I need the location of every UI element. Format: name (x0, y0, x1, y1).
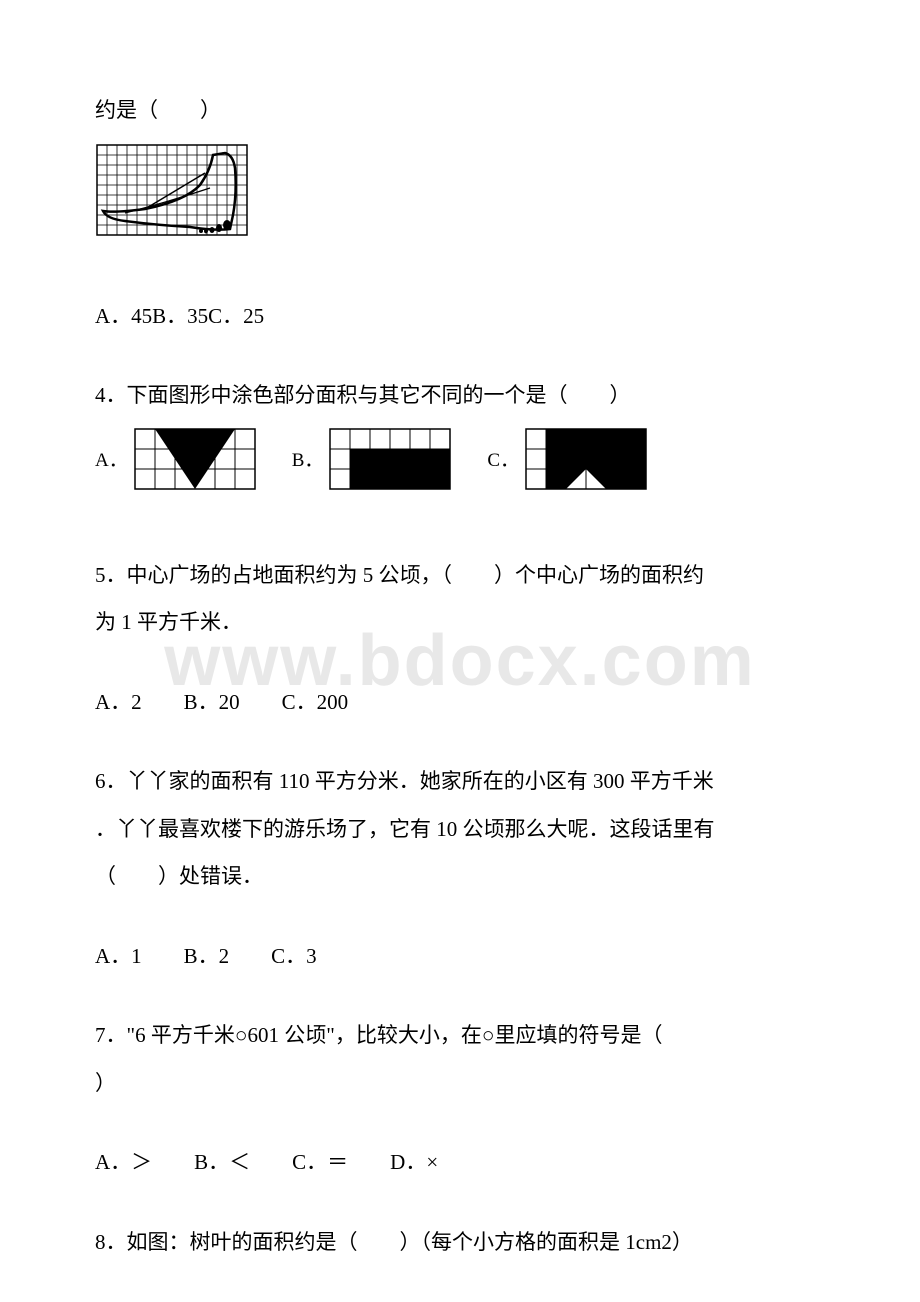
q6-options: A．1 B．2 C．3 (95, 941, 825, 973)
q7-options: A．＞ B．＜ C．＝ D．× (95, 1147, 825, 1179)
q6-line1: 6．丫丫家的面积有 110 平方分米．她家所在的小区有 300 平方千米 (95, 766, 825, 798)
q7-line2: ） (95, 1068, 825, 1100)
q8-text: 8．如图：树叶的面积约是（ ）（每个小方格的面积是 1cm2） (95, 1227, 825, 1259)
q5-line1: 5．中心广场的占地面积约为 5 公顷，（ ）个中心广场的面积约 (95, 560, 825, 592)
q4-choices: A． B． C． (95, 428, 825, 490)
choice-a: A． (95, 428, 256, 490)
q4-text: 4．下面图形中涂色部分面积与其它不同的一个是（ ） (95, 380, 825, 412)
choice-c: C． (487, 428, 647, 490)
q3-options: A．45B．35C．25 (95, 301, 825, 333)
q-intro: 约是（ ） (95, 95, 825, 127)
choice-a-label: A． (95, 445, 128, 472)
document-content: 约是（ ） (95, 95, 825, 1258)
q6-line2: ．丫丫最喜欢楼下的游乐场了，它有 10 公顷那么大呢．这段话里有 (95, 814, 825, 846)
q5-options: A．2 B．20 C．200 (95, 687, 825, 719)
choice-b-label: B． (292, 445, 324, 472)
q7-line1: 7．"6 平方千米○601 公顷"，比较大小，在○里应填的符号是（ (95, 1020, 825, 1052)
q5-line2: 为 1 平方千米． (95, 607, 825, 639)
choice-c-label: C． (487, 445, 519, 472)
choice-b: B． (292, 428, 452, 490)
q6-line3: （ ）处错误． (95, 861, 825, 893)
foot-grid-image (95, 143, 825, 241)
